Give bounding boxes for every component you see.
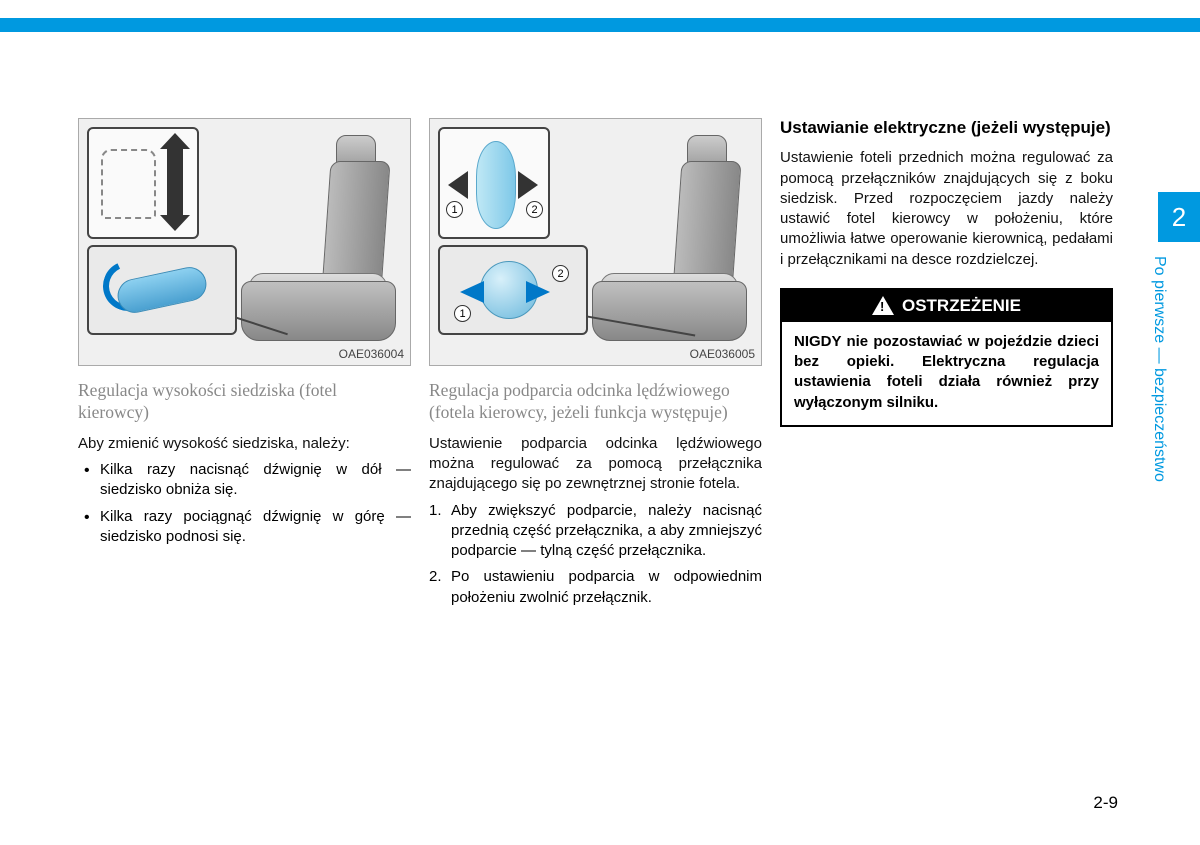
callout-number-2: 2 bbox=[526, 201, 543, 218]
callout-number-1: 1 bbox=[446, 201, 463, 218]
seat-base bbox=[592, 281, 747, 341]
seat-back bbox=[321, 161, 390, 291]
arrow-left-icon bbox=[448, 171, 468, 199]
figure-code: OAE036004 bbox=[339, 347, 404, 361]
col2-paragraph: Ustawienie podparcia odcinka lędźwiowego… bbox=[429, 434, 762, 495]
top-accent-bar bbox=[0, 18, 1200, 32]
figure-code: OAE036005 bbox=[690, 347, 755, 361]
seat-illustration bbox=[241, 141, 396, 341]
column-3: Ustawianie elektryczne (jeżeli występuje… bbox=[780, 118, 1113, 614]
column-2: 1 2 1 2 OAE036005 Regulacja podparcia od… bbox=[429, 118, 762, 614]
blue-arrow-left-icon bbox=[460, 281, 484, 303]
list-item: Aby zwiększyć podparcie, należy naci­sną… bbox=[429, 501, 762, 562]
warning-triangle-icon bbox=[872, 296, 894, 315]
callout-number-2b: 2 bbox=[552, 265, 569, 282]
blue-arrow-right-icon bbox=[526, 281, 550, 303]
chapter-number: 2 bbox=[1158, 192, 1200, 242]
warning-title: OSTRZEŻENIE bbox=[902, 296, 1021, 316]
seat-illustration bbox=[592, 141, 747, 341]
col1-intro: Aby zmienić wysokość siedziska, należy: bbox=[78, 434, 411, 454]
inset-lever bbox=[87, 245, 237, 335]
figure-lumbar: 1 2 1 2 OAE036005 bbox=[429, 118, 762, 366]
figure-seat-height: OAE036004 bbox=[78, 118, 411, 366]
warning-header: OSTRZEŻENIE bbox=[782, 290, 1111, 322]
page-content: OAE036004 Regulacja wysokości siedziska … bbox=[78, 118, 1118, 614]
column-1: OAE036004 Regulacja wysokości siedziska … bbox=[78, 118, 411, 614]
list-item: Kilka razy pociągnąć dźwignię w górę — s… bbox=[78, 507, 411, 548]
seat-silhouette bbox=[101, 149, 156, 219]
lumbar-pad-illustration bbox=[476, 141, 516, 229]
chapter-label: Po pierwsze — bezpieczeństwo bbox=[1150, 256, 1168, 556]
inset-lumbar-switch: 1 2 bbox=[438, 245, 588, 335]
callout-number-1b: 1 bbox=[454, 305, 471, 322]
inset-lumbar-pad: 1 2 bbox=[438, 127, 550, 239]
list-item: Po ustawieniu podparcia w odpowiednim po… bbox=[429, 567, 762, 608]
arrow-up-down-icon bbox=[167, 147, 183, 217]
warning-box: OSTRZEŻENIE NIGDY nie pozostawiać w poje… bbox=[780, 288, 1113, 427]
seat-back bbox=[672, 161, 741, 291]
page-number: 2-9 bbox=[1093, 793, 1118, 813]
warning-body: NIGDY nie pozostawiać w pojeździe dzieci… bbox=[782, 322, 1111, 425]
col2-numbered-list: Aby zwiększyć podparcie, należy naci­sną… bbox=[429, 501, 762, 614]
inset-seat-outline bbox=[87, 127, 199, 239]
col3-paragraph: Ustawienie foteli przednich można regulo… bbox=[780, 148, 1113, 270]
chapter-side-tab: 2 Po pierwsze — bezpieczeństwo bbox=[1158, 192, 1200, 562]
seat-base bbox=[241, 281, 396, 341]
arrow-right-icon bbox=[518, 171, 538, 199]
list-item: Kilka razy nacisnąć dźwignię w dół — sie… bbox=[78, 460, 411, 501]
col1-heading: Regulacja wysokości siedziska (fotel kie… bbox=[78, 380, 411, 424]
col2-heading: Regulacja podparcia odcinka lędźwiowego … bbox=[429, 380, 762, 424]
col1-bullets: Kilka razy nacisnąć dźwignię w dół — sie… bbox=[78, 460, 411, 553]
col3-heading: Ustawianie elektryczne (jeżeli występuje… bbox=[780, 118, 1113, 138]
